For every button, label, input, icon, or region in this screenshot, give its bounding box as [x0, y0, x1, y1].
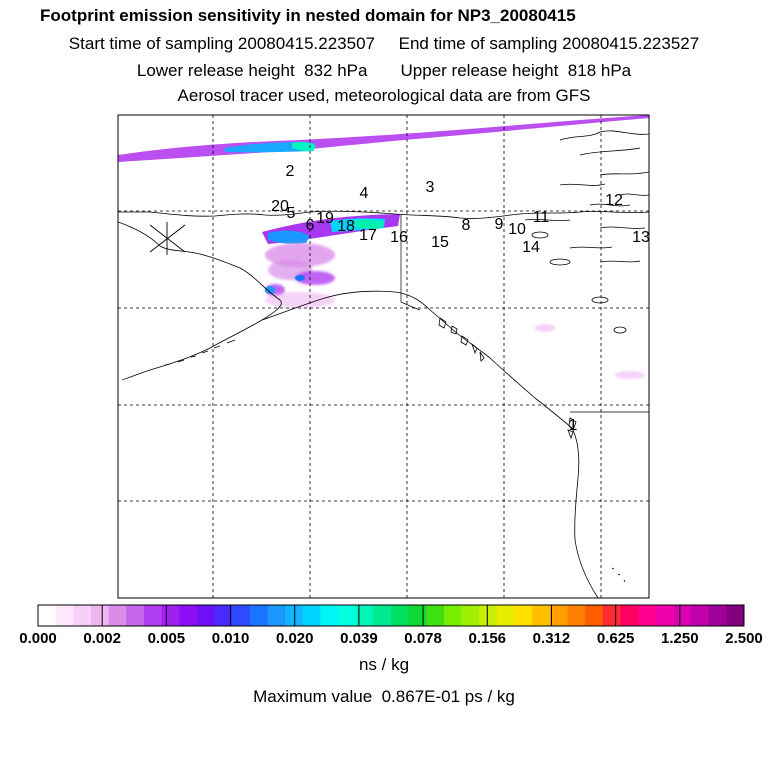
colorbar-cell: [638, 605, 657, 626]
colorbar: [37, 604, 745, 627]
trajectory-label: 15: [431, 234, 449, 251]
colorbar-cell: [479, 605, 498, 626]
trajectory-label: 13: [632, 229, 650, 246]
plume-alaska-core: [268, 230, 310, 244]
trajectory-label: 8: [462, 217, 471, 234]
trajectory-label: 17: [359, 227, 377, 244]
colorbar-cell: [73, 605, 92, 626]
release-point-marker: [149, 222, 186, 255]
colorbar-cell: [443, 605, 463, 626]
plume-interior-patches: [265, 243, 645, 379]
map-frame: [117, 114, 650, 599]
colorbar-cell: [214, 605, 233, 626]
page-title: Footprint emission sensitivity in nested…: [40, 6, 576, 25]
trajectory-label: 4: [360, 185, 369, 202]
colorbar-cell: [161, 605, 180, 626]
end-time: End time of sampling 20080415.223527: [398, 34, 700, 53]
colorbar-tick-label: 1.250: [661, 630, 699, 647]
colorbar-cell: [285, 605, 304, 626]
trajectory-label: 12: [605, 192, 623, 209]
colorbar-cell: [302, 605, 321, 626]
plume-alaska-hot: [355, 219, 384, 229]
colorbar-cell: [708, 605, 727, 626]
colorbar-cell: [108, 605, 127, 626]
trajectory-label: 14: [522, 239, 540, 256]
trajectory-label: 16: [390, 229, 408, 246]
colorbar-cell: [90, 605, 110, 626]
colorbar-cell: [673, 605, 692, 626]
colorbar-cell: [726, 605, 745, 626]
colorbar-cell: [373, 605, 392, 626]
trajectory-label: 18: [337, 218, 355, 235]
colorbar-cell: [461, 605, 480, 626]
trajectory-label: 6: [306, 217, 315, 234]
maximum-value-note: Maximum value 0.867E-01 ps / kg: [253, 687, 515, 706]
colorbar-units: ns / kg: [358, 655, 410, 674]
colorbar-cell: [126, 605, 145, 626]
colorbar-cell: [585, 605, 604, 626]
sampling-time-line: Start time of sampling 20080415.223507 E…: [0, 34, 768, 54]
colorbar-tick-label: 0.000: [19, 630, 57, 647]
tracer-note: Aerosol tracer used, meteorological data…: [177, 86, 591, 105]
lower-release-height: Lower release height 832 hPa: [136, 61, 368, 80]
coastlines: [118, 130, 649, 598]
start-time: Start time of sampling 20080415.223507: [68, 34, 376, 53]
colorbar-cell: [232, 605, 251, 626]
lat-lon-grid: [118, 115, 649, 598]
colorbar-cell: [267, 605, 286, 626]
colorbar-tick-label: 0.020: [275, 630, 314, 647]
colorbar-tick-label: 0.312: [532, 630, 571, 647]
colorbar-cell: [691, 605, 710, 626]
colorbar-cell: [391, 605, 410, 626]
upper-release-height: Upper release height 818 hPa: [400, 61, 632, 80]
colorbar-frame: [37, 604, 745, 627]
colorbar-cell: [496, 605, 516, 626]
colorbar-tick-label: 0.005: [147, 630, 186, 647]
colorbar-cell: [355, 605, 374, 626]
colorbar-tick-label: 0.039: [340, 630, 378, 647]
colorbar-cell: [549, 605, 568, 626]
colorbar-cell: [655, 605, 674, 626]
colorbar-cell: [55, 605, 74, 626]
colorbar-cell: [426, 605, 445, 626]
colorbar-cell: [249, 605, 268, 626]
trajectory-label: 2: [286, 163, 295, 180]
colorbar-tick-label: 0.078: [404, 630, 442, 647]
release-height-line: Lower release height 832 hPa Upper relea…: [0, 61, 768, 81]
trajectory-label: 5: [287, 205, 296, 222]
trajectory-label: 3: [426, 179, 435, 196]
trajectory-label: 20: [271, 198, 289, 215]
colorbar-cell: [532, 605, 551, 626]
colorbar-tick-label: 0.156: [468, 630, 507, 647]
colorbar-cell: [567, 605, 586, 626]
colorbar-cell: [408, 605, 427, 626]
trajectory-label: 19: [316, 210, 334, 227]
colorbar-cell: [620, 605, 639, 626]
colorbar-cells: [38, 605, 745, 626]
colorbar-cell: [196, 605, 215, 626]
trajectory-label: 1: [569, 417, 578, 434]
colorbar-cell: [602, 605, 621, 626]
trajectory-label: 10: [508, 221, 526, 238]
trajectory-label: 9: [495, 216, 504, 233]
colorbar-tick-label: 0.002: [83, 630, 121, 647]
plume-arctic-hot: [292, 142, 316, 152]
colorbar-cell: [179, 605, 198, 626]
colorbar-cell: [143, 605, 163, 626]
colorbar-tick-label: 0.625: [596, 630, 635, 647]
colorbar-tick-label: 0.010: [211, 630, 250, 647]
colorbar-tick-label: 2.500: [725, 630, 763, 647]
colorbar-cell: [38, 605, 57, 626]
sensitivity-field: [118, 115, 649, 379]
colorbar-cell: [338, 605, 357, 626]
colorbar-cell: [320, 605, 339, 626]
colorbar-cell: [514, 605, 533, 626]
trajectory-label: 11: [533, 209, 550, 226]
